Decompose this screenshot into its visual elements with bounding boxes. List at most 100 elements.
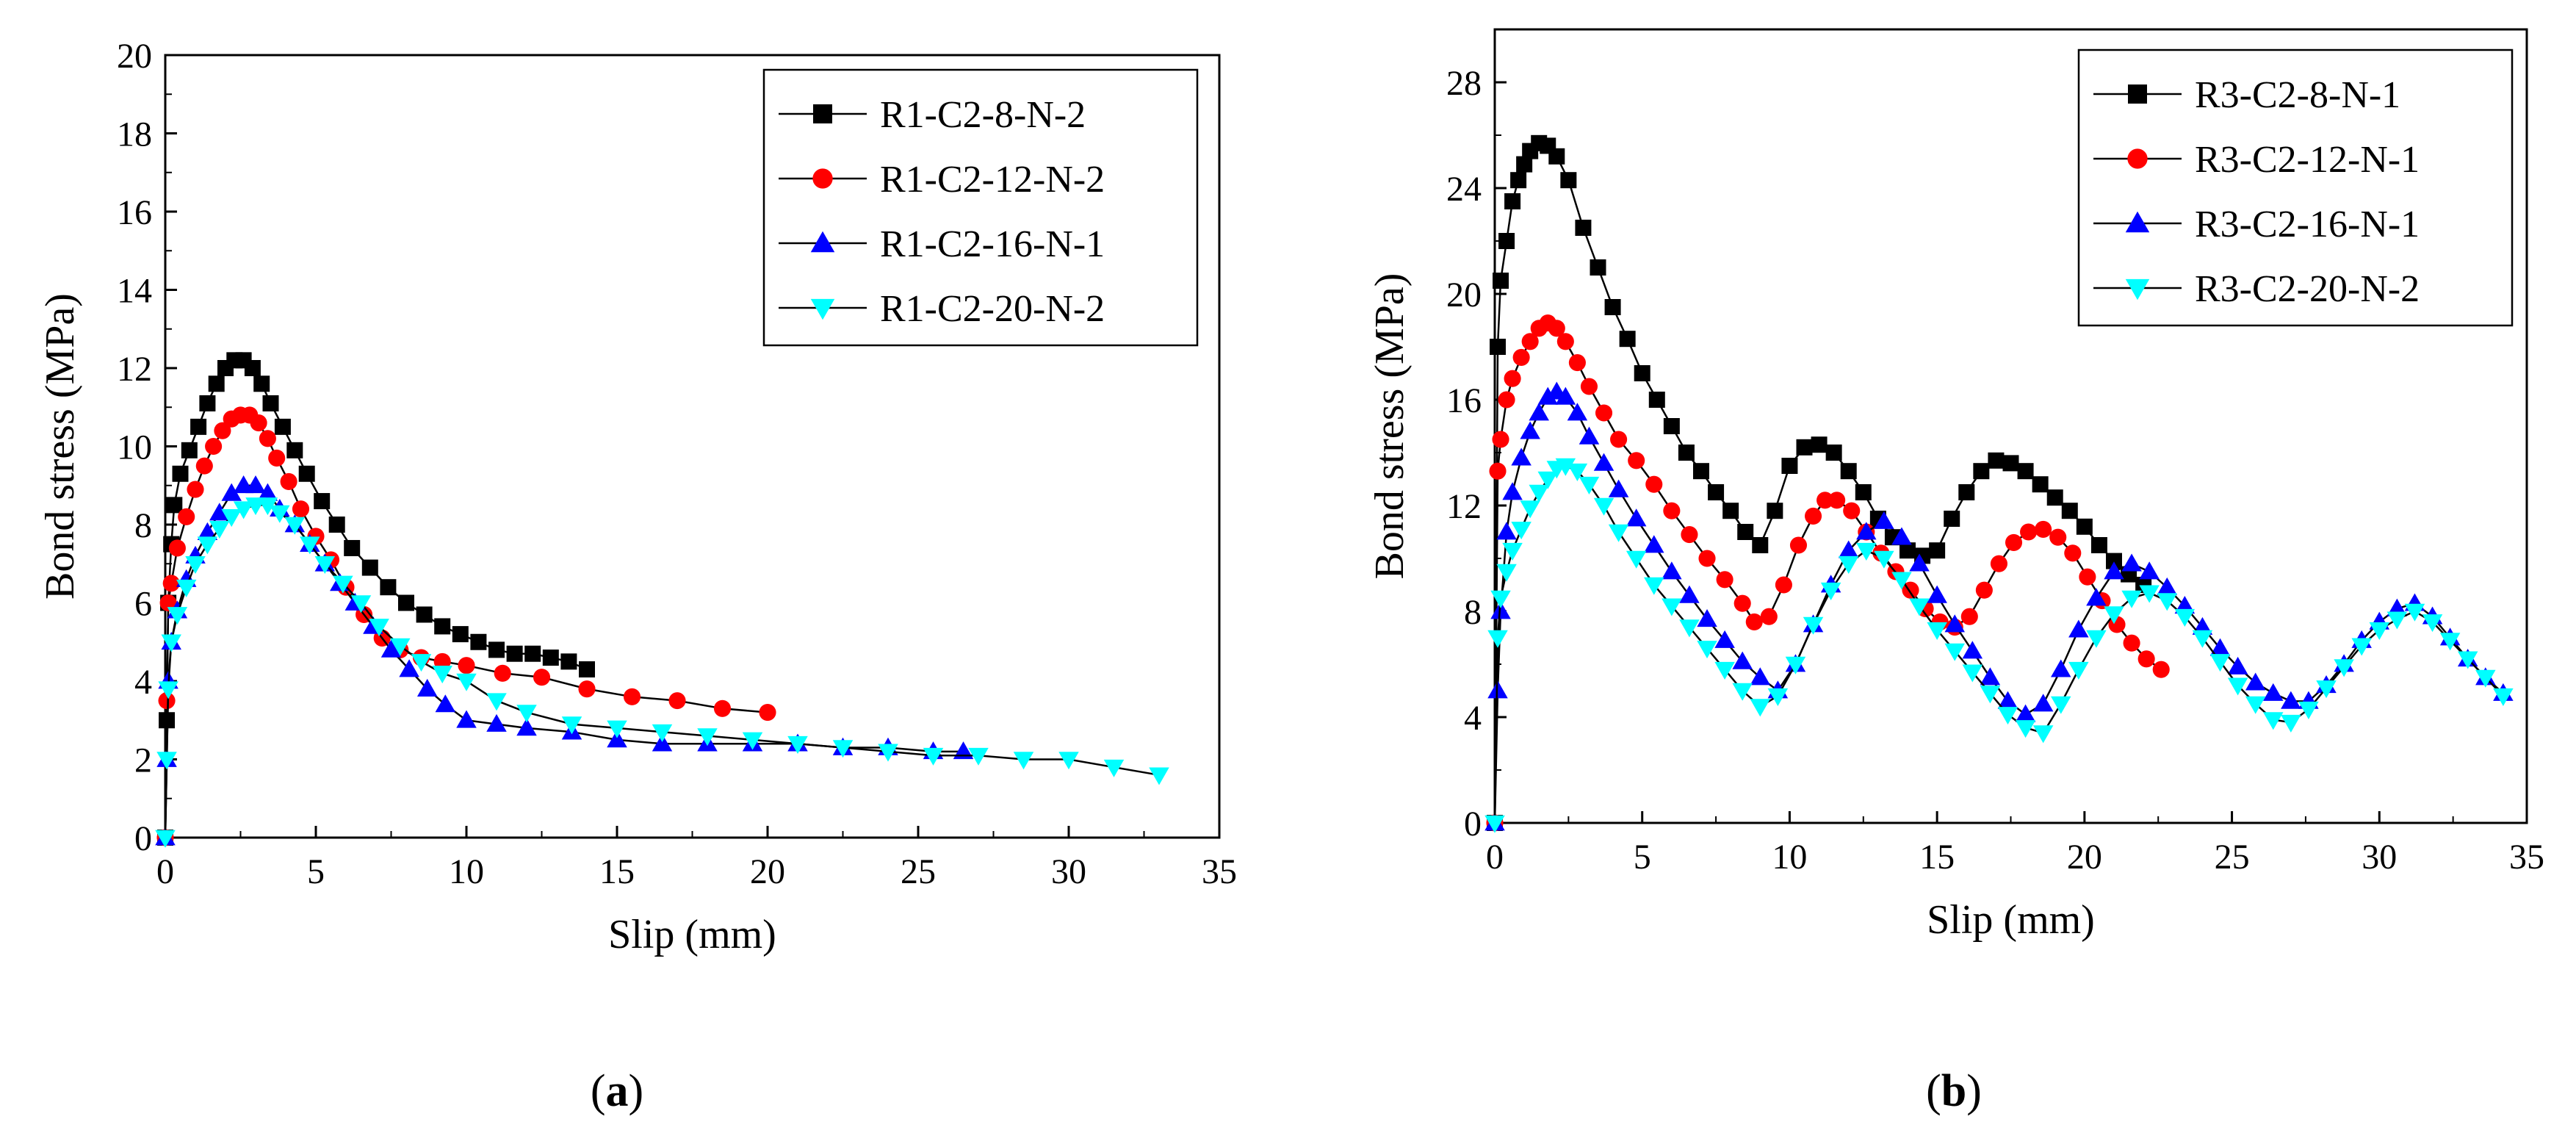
data-point [284,517,306,535]
y-tick-label: 6 [134,585,152,624]
data-point [1644,577,1664,595]
legend-marker [2125,278,2150,301]
data-point [652,724,673,742]
data-point [1487,630,1508,648]
data-point [185,555,206,574]
data-point [1510,172,1527,189]
data-point [516,718,537,736]
data-point [1975,581,1993,599]
data-point [300,536,320,555]
legend-label: R3-C2-20-N-2 [2195,268,2420,310]
data-point [2061,503,2078,519]
data-point [172,465,189,482]
legend-marker [810,298,835,320]
data-point [292,500,310,518]
x-axis-title: Slip (mm) [608,912,776,957]
data-point [1838,555,1859,574]
series-line [1493,322,2162,824]
data-point [245,475,266,494]
data-point [1681,526,1698,544]
y-axis-title: Bond stress (MPa) [1367,273,1413,580]
data-point [2139,561,2160,580]
data-point [244,360,261,376]
data-point [2281,691,2301,709]
x-tick-label: 30 [2362,838,2397,877]
data-point [1678,445,1695,461]
x-tick-label: 15 [599,852,635,891]
caption-paren: ) [629,1066,644,1116]
data-point [1560,172,1577,189]
y-tick-label: 20 [1446,276,1482,314]
data-point [516,705,537,723]
data-point [1891,527,1912,545]
data-point [214,422,231,439]
legend-marker [2127,148,2148,169]
y-tick-label: 0 [1464,805,1482,843]
data-point [1745,613,1763,630]
data-point [1537,386,1559,405]
data-point [1604,299,1621,315]
data-point [1496,564,1517,582]
caption-letter: b [1941,1066,1966,1116]
data-point [190,418,207,435]
data-point [1645,475,1663,493]
x-tick-label: 20 [750,852,785,891]
data-point [1580,378,1598,395]
series-line [164,414,768,838]
data-point [1960,608,1978,625]
data-point [1698,550,1716,567]
data-point [1856,542,1877,561]
data-point [1716,571,1733,589]
data-point [380,639,402,658]
data-point [2015,704,2036,722]
data-point [1732,651,1753,669]
data-point [1962,641,1983,659]
data-point [350,595,372,614]
data-point [2020,523,2038,541]
data-point [2017,463,2034,480]
data-point [361,559,378,576]
data-point [1662,598,1682,616]
data-point [470,633,487,650]
x-tick-label: 10 [449,852,484,891]
chart-panel-b: 0 5 10 15 20 25 30 35 0 4 8 12 16 20 24 28 Slip (mm) Bond… [1367,28,2544,1116]
data-point [162,575,180,592]
data-point [1820,582,1841,600]
data-point [1891,572,1912,590]
data-point [1663,502,1681,519]
legend-label: R1-C2-12-N-2 [880,159,1105,201]
data-point [1593,497,1614,516]
legend-label: R1-C2-20-N-2 [880,288,1105,330]
data-point [221,509,242,528]
data-point [1781,458,1798,474]
data-point [2035,520,2052,538]
data-point [1856,522,1877,540]
data-point [1567,403,1588,421]
data-point [2174,608,2196,627]
data-point [2049,528,2067,546]
data-point [486,713,507,732]
data-point [2050,696,2071,714]
legend: R1-C2-8-N-2 R1-C2-12-N-2 R1-C2-16-N-1 R1-C2… [762,68,1199,347]
data-point [2123,634,2140,652]
data-point [579,661,595,678]
data-point [2137,650,2155,668]
data-point [2316,680,2337,699]
data-point [2121,590,2142,608]
data-point [2386,611,2408,630]
data-point [262,395,279,411]
data-point [197,522,218,540]
data-point [181,442,198,458]
legend: R3-C2-8-N-1 R3-C2-12-N-1 R3-C2-16-N-1 R3-C2… [2077,48,2514,327]
data-point [1958,484,1975,500]
legend-label: R1-C2-8-N-2 [880,94,1086,136]
data-point [1492,431,1509,448]
data-point [314,493,331,510]
data-point [1840,463,1857,480]
data-point [2369,622,2390,640]
data-point [1874,550,1894,569]
data-point [328,517,345,533]
series-line [164,504,1160,838]
data-point [668,692,686,710]
panel-caption: (a) [591,1066,643,1116]
